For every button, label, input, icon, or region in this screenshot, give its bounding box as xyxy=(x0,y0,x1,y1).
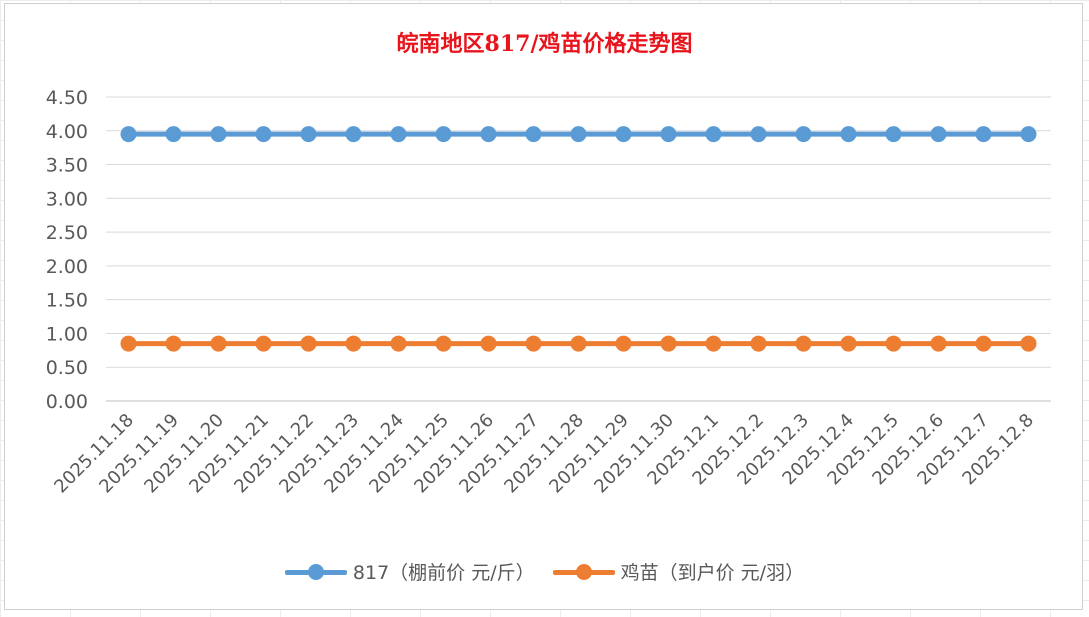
series-1-point xyxy=(570,335,587,352)
series-0-point xyxy=(210,126,227,143)
series-0-point xyxy=(840,126,857,143)
y-tick-label: 3.00 xyxy=(46,188,88,210)
series-0-point xyxy=(885,126,902,143)
series-0-point xyxy=(1020,126,1037,143)
series-1-point xyxy=(435,335,452,352)
legend-label-817: 817（棚前价 元/斤） xyxy=(352,562,535,584)
series-1-point xyxy=(390,335,407,352)
y-tick-label: 1.00 xyxy=(46,323,88,345)
series-1-point xyxy=(840,335,857,352)
series-0-point xyxy=(750,126,767,143)
series-1-point xyxy=(480,335,497,352)
y-tick-label: 3.50 xyxy=(46,155,88,177)
series-0-point xyxy=(525,126,542,143)
series-1-point xyxy=(660,335,677,352)
series-1-point xyxy=(1020,335,1037,352)
series-0-point xyxy=(120,126,137,143)
series-0-point xyxy=(975,126,992,143)
series-0-point xyxy=(345,126,362,143)
chart-title: 皖南地区817/鸡苗价格走势图 xyxy=(396,31,693,57)
series-0-point xyxy=(615,126,632,143)
y-tick-label: 0.00 xyxy=(46,391,88,413)
y-tick-label: 2.00 xyxy=(46,256,88,278)
series-1-point xyxy=(705,335,722,352)
series-1-point xyxy=(795,335,812,352)
y-tick-label: 4.50 xyxy=(46,87,88,109)
series-1-point xyxy=(930,335,947,352)
legend-swatch-817 xyxy=(284,562,347,582)
series-1-point xyxy=(885,335,902,352)
legend-item-chick[interactable]: 鸡苗（到户价 元/羽） xyxy=(552,558,805,585)
series-1-point xyxy=(120,335,137,352)
series-0-point xyxy=(930,126,947,143)
series-0-point xyxy=(300,126,317,143)
series-1-point xyxy=(165,335,182,352)
legend-label-chick: 鸡苗（到户价 元/羽） xyxy=(620,562,805,584)
y-tick-label: 4.00 xyxy=(46,121,88,143)
series-1-point xyxy=(750,335,767,352)
y-tick-label: 2.50 xyxy=(46,222,88,244)
series-1-point xyxy=(345,335,362,352)
y-tick-label: 0.50 xyxy=(46,357,88,379)
series-0-point xyxy=(165,126,182,143)
series-1-point xyxy=(210,335,227,352)
chart-frame[interactable] xyxy=(4,3,1083,610)
series-1-point xyxy=(975,335,992,352)
legend-item-817[interactable]: 817（棚前价 元/斤） xyxy=(284,558,535,585)
series-1-point xyxy=(615,335,632,352)
legend: 817（棚前价 元/斤） 鸡苗（到户价 元/羽） xyxy=(0,558,1089,585)
series-0-point xyxy=(705,126,722,143)
series-0-point xyxy=(570,126,587,143)
legend-swatch-chick xyxy=(552,562,615,582)
series-0-point xyxy=(390,126,407,143)
series-0-point xyxy=(480,126,497,143)
series-0-point xyxy=(660,126,677,143)
series-0-point xyxy=(795,126,812,143)
y-tick-label: 1.50 xyxy=(46,290,88,312)
series-1-point xyxy=(525,335,542,352)
series-0-point xyxy=(255,126,272,143)
series-0-point xyxy=(435,126,452,143)
series-1-point xyxy=(255,335,272,352)
series-1-point xyxy=(300,335,317,352)
